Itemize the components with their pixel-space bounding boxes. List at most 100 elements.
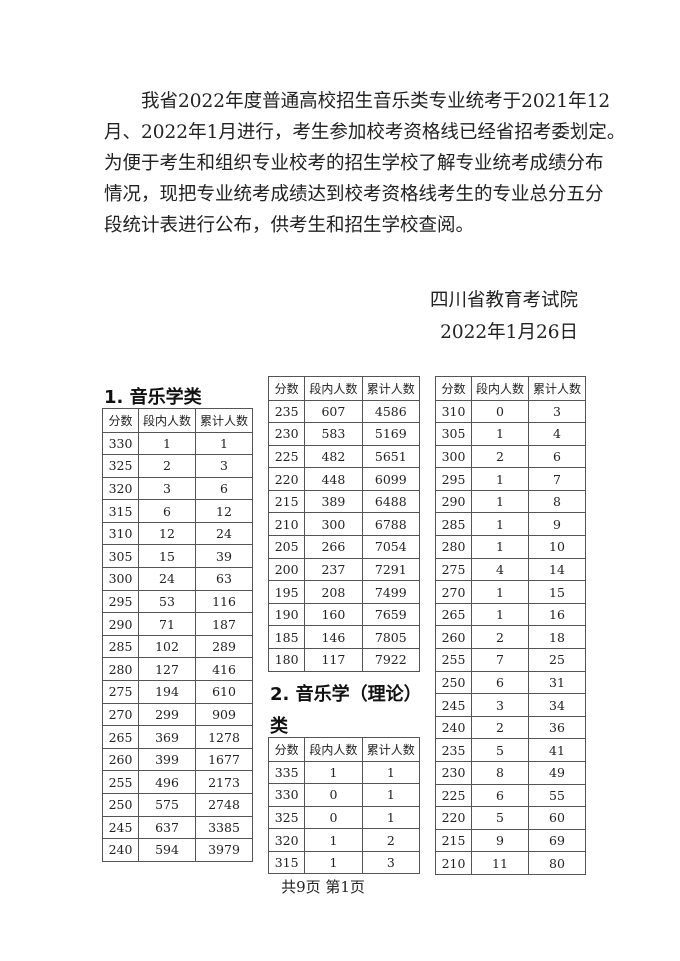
table-cell: 237: [304, 557, 363, 582]
table-cell: 399: [138, 747, 196, 772]
table-cell: 11: [471, 851, 529, 875]
table-row: 265 369 1278: [102, 725, 253, 749]
table-cell: 315: [267, 850, 306, 875]
table-row: 310 12 24: [102, 521, 253, 546]
table-cell: 270: [102, 702, 139, 727]
table-cell: 607: [304, 399, 363, 424]
table-row: 295 53 116: [102, 589, 253, 614]
table-cell: 5169: [361, 422, 421, 446]
table-cell: 6488: [361, 489, 421, 514]
table-cell: 2: [471, 625, 529, 650]
table-cell: 7054: [361, 535, 421, 559]
column-header: 段内人数: [471, 376, 529, 401]
table-cell: 63: [195, 567, 253, 591]
table-cell: 230: [435, 761, 472, 785]
table-row: 225 482 5651: [267, 444, 421, 469]
table-row: 280 1 10: [435, 535, 586, 559]
table-cell: 330: [102, 431, 139, 456]
table-row: 285 102 289: [102, 634, 253, 659]
table-cell: 4586: [361, 399, 421, 424]
table-cell: 1: [361, 805, 421, 830]
table-row: 305 1 4: [435, 422, 586, 446]
table-row: 280 127 416: [102, 657, 253, 682]
table-row: 295 1 7: [435, 467, 586, 491]
table-cell: 205: [267, 535, 306, 559]
table-row: 265 1 16: [435, 602, 586, 627]
table-row: 205 266 7054: [267, 535, 421, 559]
table-row: 290 1 8: [435, 489, 586, 514]
table-cell: 275: [102, 680, 139, 704]
table-cell: 260: [435, 625, 472, 650]
table-cell: 5: [471, 806, 529, 830]
header-row: 分数 段内人数 累计人数: [435, 376, 586, 401]
table-cell: 1: [138, 431, 196, 456]
table-cell: 305: [102, 544, 139, 569]
table-cell: 325: [267, 805, 306, 830]
table-cell: 610: [195, 680, 253, 704]
section2-title: 2. 音乐学（理论）: [270, 684, 422, 705]
table-cell: 389: [304, 489, 363, 514]
table-cell: 24: [195, 521, 253, 546]
table-cell: 250: [435, 670, 472, 695]
column-header: 累计人数: [195, 408, 253, 433]
table-cell: 369: [138, 725, 196, 749]
table-cell: 194: [138, 680, 196, 704]
table-cell: 583: [304, 422, 363, 446]
table-row: 230 8 49: [435, 761, 586, 785]
table-cell: 8: [471, 761, 529, 785]
table-cell: 290: [102, 612, 139, 636]
page-footer: 共9页 第1页: [281, 878, 365, 896]
table-row: 310 0 3: [435, 399, 586, 424]
table-row: 285 1 9: [435, 512, 586, 537]
table-row: 260 399 1677: [102, 747, 253, 772]
table-cell: 215: [267, 489, 306, 514]
table-cell: 1: [471, 602, 529, 627]
table-cell: 2: [471, 444, 529, 469]
table-cell: 637: [138, 815, 196, 840]
section1-table-continued: 分数 段内人数 累计人数 235 607 4586 230 583 5169 225 482 5651…: [267, 376, 421, 672]
table-cell: 6099: [361, 467, 421, 491]
table-cell: 225: [267, 444, 306, 469]
table-cell: 300: [102, 567, 139, 591]
table-row: 245 637 3385: [102, 815, 253, 840]
table-cell: 3979: [195, 838, 253, 862]
table-cell: 310: [435, 399, 472, 424]
table-cell: 496: [138, 770, 196, 794]
table-cell: 1: [361, 760, 421, 785]
para-line: 我省2022年度普通高校招生音乐类专业统考于2021年12: [141, 91, 611, 112]
table-cell: 9: [528, 512, 586, 537]
table-cell: 2173: [195, 770, 253, 794]
table-cell: 300: [435, 444, 472, 469]
table-row: 315 1 3: [267, 850, 421, 875]
table-cell: 116: [195, 589, 253, 614]
table-row: 215 389 6488: [267, 489, 421, 514]
table-row: 240 2 36: [435, 715, 586, 740]
table-cell: 127: [138, 657, 196, 682]
table-cell: 1: [471, 512, 529, 537]
table-cell: 1: [361, 783, 421, 807]
table-cell: 3: [195, 454, 253, 478]
table-cell: 5: [471, 738, 529, 762]
table-row: 230 583 5169: [267, 422, 421, 446]
table-cell: 210: [435, 851, 472, 875]
table-cell: 250: [102, 793, 139, 817]
table-cell: 39: [195, 544, 253, 569]
table-row: 260 2 18: [435, 625, 586, 650]
table-cell: 80: [528, 851, 586, 875]
table-cell: 2748: [195, 793, 253, 817]
table-row: 245 3 34: [435, 693, 586, 717]
column-header: 段内人数: [304, 376, 363, 401]
table-cell: 1: [471, 467, 529, 491]
table-row: 270 1 15: [435, 580, 586, 604]
table-cell: 594: [138, 838, 196, 862]
table-cell: 36: [528, 715, 586, 740]
table-cell: 255: [102, 770, 139, 794]
table-row: 330 1 1: [102, 431, 253, 456]
table-cell: 15: [528, 580, 586, 604]
table-row: 210 11 80: [435, 851, 586, 875]
column-header: 累计人数: [361, 376, 421, 401]
table-cell: 190: [267, 602, 306, 627]
table-cell: 260: [102, 747, 139, 772]
section2-title-cont: 类: [270, 716, 288, 737]
